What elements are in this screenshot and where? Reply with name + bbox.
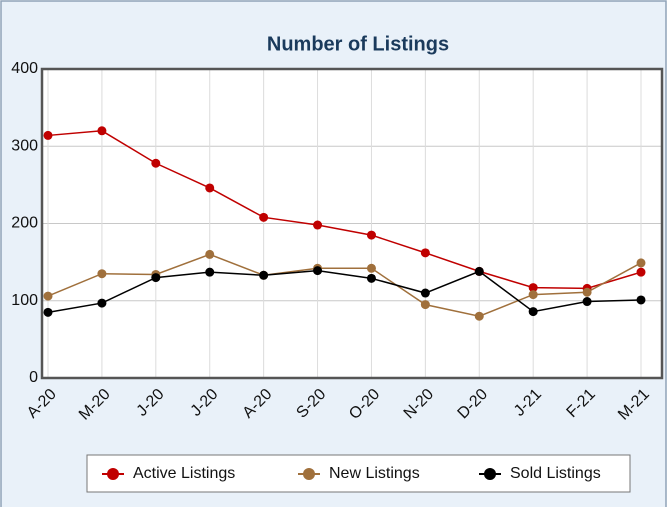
data-point <box>259 270 269 280</box>
legend-marker <box>303 468 315 480</box>
data-point <box>420 300 430 310</box>
legend-item: Active Listings <box>102 465 235 482</box>
data-point <box>636 258 646 268</box>
data-point <box>43 307 53 317</box>
data-point <box>97 298 107 308</box>
data-point <box>528 290 538 300</box>
data-point <box>474 266 484 276</box>
data-point <box>636 267 646 277</box>
data-point <box>366 230 376 240</box>
data-point <box>97 126 107 136</box>
series-line <box>47 269 642 314</box>
y-tick-label: 0 <box>29 369 38 386</box>
data-point <box>474 311 484 321</box>
legend-label: New Listings <box>329 465 420 482</box>
data-point <box>636 295 646 305</box>
y-tick-label: 100 <box>11 292 38 309</box>
chart-title: Number of Listings <box>267 33 449 55</box>
data-point <box>205 249 215 259</box>
data-point <box>313 266 323 276</box>
legend-label: Active Listings <box>133 465 235 482</box>
data-point <box>43 130 53 140</box>
data-point <box>313 220 323 230</box>
y-tick-label: 200 <box>11 215 38 232</box>
y-tick-label: 300 <box>11 137 38 154</box>
data-point <box>205 267 215 277</box>
legend-label: Sold Listings <box>510 465 601 482</box>
data-point <box>205 183 215 193</box>
data-point <box>420 288 430 298</box>
series-line <box>47 253 642 317</box>
legend-marker <box>484 468 496 480</box>
data-point <box>259 212 269 222</box>
legend-item: New Listings <box>298 465 420 482</box>
data-point <box>528 307 538 317</box>
data-point <box>420 248 430 258</box>
data-point <box>97 269 107 279</box>
data-point <box>151 273 161 283</box>
legend-box <box>86 454 631 493</box>
data-point <box>582 287 592 297</box>
data-point <box>43 291 53 301</box>
data-point <box>151 158 161 168</box>
data-point <box>528 283 538 293</box>
legend-marker <box>107 468 119 480</box>
plot-border <box>40 67 664 380</box>
y-tick-label: 400 <box>11 60 38 77</box>
data-point <box>582 297 592 307</box>
legend-item: Sold Listings <box>479 465 601 482</box>
data-point <box>366 263 376 273</box>
series-line <box>47 130 642 290</box>
data-point <box>366 273 376 283</box>
